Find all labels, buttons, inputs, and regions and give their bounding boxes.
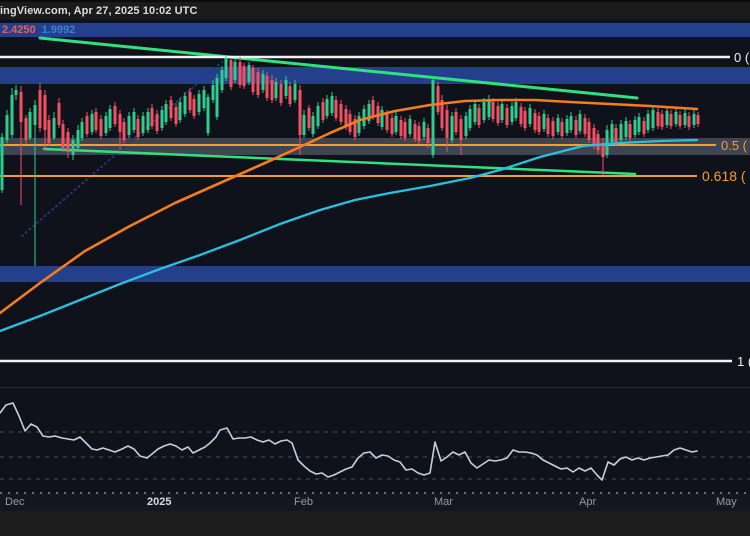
- ma-fast-value: 2.4250: [2, 24, 36, 36]
- fib-label-0: 0 (: [734, 49, 750, 65]
- indicator-value-row: 2.4250 1.9992: [2, 24, 81, 36]
- x-axis-label: Dec: [5, 496, 25, 508]
- fib-label-1: 1 (: [737, 353, 750, 369]
- x-axis-label: 2025: [147, 496, 172, 508]
- fib-label-0618: 0.618 (: [702, 168, 746, 184]
- header-strip: ingView.com, Apr 27, 2025 10:02 UTC: [0, 0, 750, 19]
- ma-slow-value: 1.9992: [41, 24, 76, 36]
- footer-strip: [0, 511, 750, 536]
- x-axis-label: Feb: [294, 496, 313, 508]
- time-axis[interactable]: Dec 2025 Feb Mar Apr May: [0, 493, 750, 511]
- fib-label-05: 0.5 (: [721, 137, 748, 153]
- axis-dotted-separator: [0, 492, 750, 494]
- x-axis-label: Mar: [434, 496, 453, 508]
- tradingview-watermark: ingView.com, Apr 27, 2025 10:02 UTC: [0, 5, 198, 17]
- x-axis-label: May: [716, 496, 737, 508]
- x-axis-label: Apr: [579, 496, 597, 508]
- panel-separator: [0, 387, 750, 388]
